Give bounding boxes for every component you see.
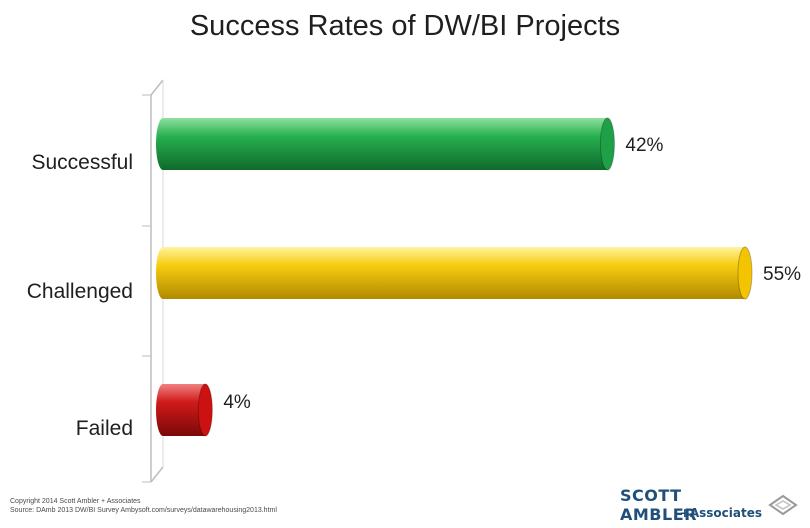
bar-cap-failed: [197, 383, 213, 437]
value-label-challenged: 55%: [763, 264, 801, 285]
value-labels: 42% 55% 4%: [223, 135, 801, 413]
category-label-failed: Failed: [76, 417, 133, 440]
bar-challenged: [156, 246, 753, 300]
source-text: Source: DAmb 2013 DW/BI Survey Ambysoft.…: [10, 507, 277, 514]
category-labels: Successful Challenged Failed: [27, 151, 133, 440]
bars-group: [156, 117, 753, 437]
bar-start-failed: [156, 384, 170, 436]
bar-cap-challenged: [737, 246, 753, 300]
bar-start-successful: [156, 118, 170, 170]
bar-cap-successful: [599, 117, 615, 171]
category-label-successful: Successful: [31, 151, 133, 174]
value-label-successful: 42%: [625, 135, 663, 156]
footer: Copyright 2014 Scott Ambler + Associates…: [10, 497, 277, 515]
company-logo: SCOTT AMBLER +Associates: [620, 484, 800, 524]
bar-body-successful: [163, 118, 608, 170]
logo-associates-text: Associates: [689, 506, 762, 520]
category-label-challenged: Challenged: [27, 280, 133, 303]
logo-associates: +Associates: [680, 506, 762, 520]
bar-body-challenged: [163, 247, 745, 299]
bar-failed: [156, 383, 213, 437]
chart-title: Success Rates of DW/BI Projects: [189, 10, 621, 42]
logo-plus: +: [679, 506, 690, 520]
bar-start-challenged: [156, 247, 170, 299]
logo-name: SCOTT AMBLER: [620, 486, 697, 524]
copyright-text: Copyright 2014 Scott Ambler + Associates: [10, 498, 141, 505]
value-label-failed: 4%: [223, 392, 251, 413]
logo-mark-icon: [768, 494, 798, 516]
bar-successful: [156, 117, 615, 171]
bar-body-failed: [163, 384, 206, 436]
